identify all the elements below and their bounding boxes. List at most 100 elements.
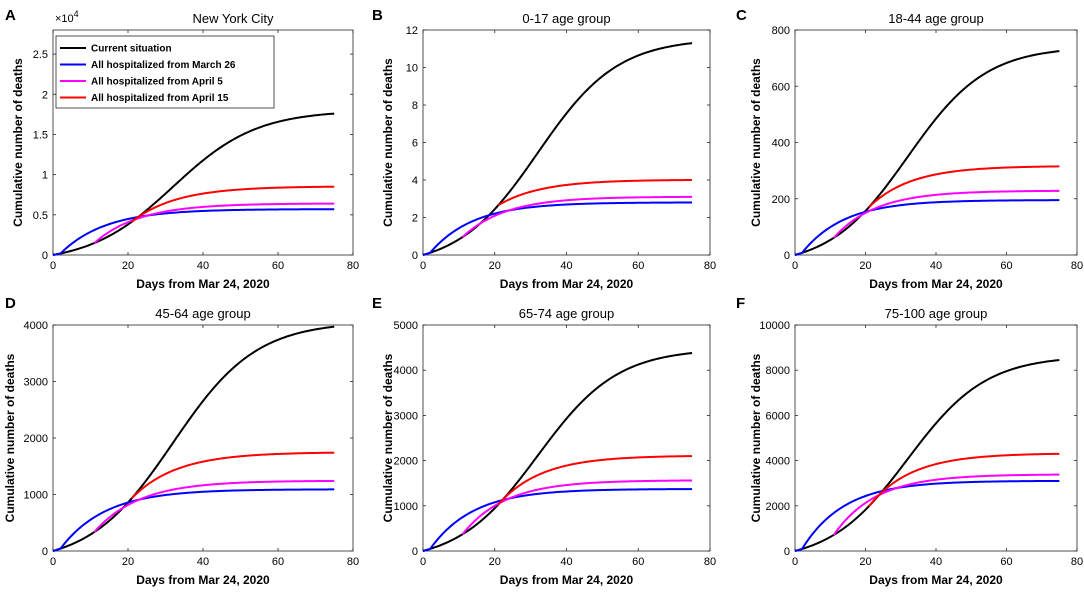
x-tick-label: 20	[122, 556, 134, 568]
panel-f: 0 20 40 60 80 0 2000 4000 6000 8000 10000 F 75-100 a…	[736, 295, 1083, 587]
y-tick-label: 0	[784, 546, 790, 558]
panel-title: 65-74 age group	[519, 306, 614, 321]
x-axis-label: Days from Mar 24, 2020	[500, 573, 634, 587]
legend: Current situation All hospitalized from M…	[55, 35, 275, 109]
y-tick-label: 4000	[24, 320, 48, 332]
series-line-march26	[794, 479, 1060, 552]
y-tick-label: 0	[412, 250, 418, 262]
plot-area	[422, 29, 711, 256]
x-tick-label: 0	[420, 260, 426, 272]
panel-letter: A	[5, 7, 16, 24]
x-tick-label: 20	[859, 556, 871, 568]
y-axis-label: Cumulative number of deaths	[381, 353, 395, 522]
series-line-current	[52, 112, 335, 256]
y-axis-label: Cumulative number of deaths	[3, 353, 17, 522]
panel-letter: C	[736, 7, 747, 24]
panel-letter: D	[5, 295, 16, 312]
legend-label-april5: All hospitalized from April 5	[91, 77, 223, 88]
y-tick-label: 8000	[766, 365, 790, 377]
x-tick-label: 60	[272, 556, 284, 568]
x-tick-label: 60	[1000, 260, 1012, 272]
x-tick-label: 80	[347, 556, 359, 568]
y-tick-label: 0	[784, 250, 790, 262]
y-tick-label: 2	[412, 213, 418, 225]
x-axis-label: Days from Mar 24, 2020	[136, 277, 270, 291]
x-tick-label: 20	[489, 556, 501, 568]
x-tick-label: 40	[560, 556, 572, 568]
y-tick-label: 2.5	[33, 49, 48, 61]
y-tick-label: 6	[412, 138, 418, 150]
y-tick-label: 2000	[24, 433, 48, 445]
x-axis-label: Days from Mar 24, 2020	[500, 277, 634, 291]
y-tick-label: 1.5	[33, 129, 48, 141]
x-tick-label: 80	[1071, 260, 1083, 272]
series-line-current	[52, 325, 335, 552]
series-line-april5	[832, 473, 1060, 536]
panel-e: 0 20 40 60 80 0 1000 2000 3000 4000 5000 E 65-74 age…	[372, 295, 716, 587]
plot-area	[52, 324, 354, 552]
panel-title: 0-17 age group	[522, 11, 610, 26]
plot-area	[794, 324, 1078, 552]
x-axis-label: Days from Mar 24, 2020	[136, 573, 270, 587]
series-line-march26	[52, 488, 335, 552]
legend-label-current: Current situation	[91, 44, 172, 55]
y-tick-label: 10	[406, 63, 418, 75]
x-tick-label: 40	[930, 260, 942, 272]
x-tick-label: 20	[122, 260, 134, 272]
panel-title: New York City	[193, 11, 274, 26]
legend-box	[55, 35, 275, 109]
x-axis-label: Days from Mar 24, 2020	[869, 277, 1003, 291]
y-tick-label: 1000	[24, 490, 48, 502]
y-axis-label: Cumulative number of deaths	[381, 58, 395, 227]
y-tick-label: 4	[412, 175, 418, 187]
series-line-april15	[497, 455, 693, 506]
panel-letter: E	[372, 295, 382, 312]
x-tick-label: 80	[347, 260, 359, 272]
y-tick-label: 0	[42, 546, 48, 558]
y-tick-label: 4000	[394, 365, 418, 377]
y-tick-label: 3000	[394, 410, 418, 422]
y-tick-label: 6000	[766, 410, 790, 422]
series-line-current	[422, 352, 693, 552]
panel-title: 45-64 age group	[155, 306, 250, 321]
plot-area	[794, 29, 1078, 256]
y-tick-label: 12	[406, 25, 418, 37]
panel-title: 18-44 age group	[888, 11, 983, 26]
y-axis-label: Cumulative number of deaths	[749, 58, 763, 227]
y-tick-label: 2000	[766, 501, 790, 513]
series-line-april15	[497, 179, 693, 207]
series-line-april5	[833, 189, 1060, 239]
series-line-current	[794, 50, 1060, 256]
y-tick-label: 200	[772, 194, 790, 206]
x-tick-label: 60	[632, 260, 644, 272]
y-tick-label: 4000	[766, 456, 790, 468]
x-tick-label: 0	[50, 260, 56, 272]
series-line-april5	[461, 195, 693, 238]
series-line-april5	[93, 479, 335, 533]
x-tick-label: 60	[632, 556, 644, 568]
x-tick-label: 0	[792, 556, 798, 568]
x-tick-label: 80	[704, 260, 716, 272]
y-axis-label: Cumulative number of deaths	[11, 58, 25, 227]
panel-d: 0 20 40 60 80 0 1000 2000 3000 4000 D 45-64 age gro…	[3, 295, 359, 587]
y-exponent-label: ×104	[55, 9, 79, 25]
series-line-current	[794, 359, 1060, 552]
series-line-march26	[422, 201, 693, 256]
x-axis-label: Days from Mar 24, 2020	[869, 573, 1003, 587]
legend-label-march26: All hospitalized from March 26	[91, 60, 236, 71]
y-tick-label: 10000	[759, 320, 790, 332]
series-line-march26	[794, 199, 1060, 256]
y-exponent-base: ×10	[55, 13, 74, 25]
y-tick-label: 3000	[24, 377, 48, 389]
x-tick-label: 20	[489, 260, 501, 272]
y-tick-label: 600	[772, 81, 790, 93]
panel-letter: B	[372, 7, 383, 24]
x-tick-label: 0	[420, 556, 426, 568]
y-tick-label: 0	[412, 546, 418, 558]
legend-label-april15: All hospitalized from April 15	[91, 93, 229, 104]
x-tick-label: 0	[50, 556, 56, 568]
y-tick-label: 2	[42, 89, 48, 101]
x-tick-label: 80	[704, 556, 716, 568]
panel-title: 75-100 age group	[885, 306, 988, 321]
